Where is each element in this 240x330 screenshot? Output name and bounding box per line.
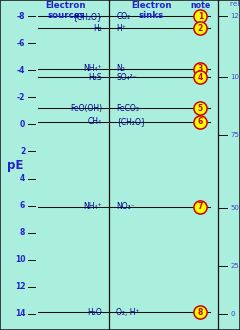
Text: 0: 0 <box>230 311 235 317</box>
Text: NH₄⁺: NH₄⁺ <box>83 202 102 212</box>
Text: rel kJ: rel kJ <box>230 1 240 7</box>
Text: -8: -8 <box>17 12 25 21</box>
Text: 10: 10 <box>15 255 25 264</box>
Text: H₂S: H₂S <box>88 73 102 82</box>
Text: 75: 75 <box>230 132 239 138</box>
Text: pE: pE <box>7 158 24 172</box>
Text: 8: 8 <box>20 228 25 237</box>
Text: -4: -4 <box>17 66 25 75</box>
Text: 6: 6 <box>20 201 25 210</box>
Text: H⁺: H⁺ <box>116 24 126 33</box>
Text: H₂O: H₂O <box>87 308 102 317</box>
Text: FeO(OH): FeO(OH) <box>70 104 102 113</box>
Text: Electron
sinks: Electron sinks <box>131 1 171 20</box>
Text: NH₄⁺: NH₄⁺ <box>83 64 102 74</box>
Text: -6: -6 <box>17 39 25 48</box>
Text: H₂: H₂ <box>93 24 102 33</box>
Text: O₂, H⁺: O₂, H⁺ <box>116 308 140 317</box>
Text: 5: 5 <box>198 104 203 113</box>
Text: CH₄: CH₄ <box>88 117 102 126</box>
Text: 8: 8 <box>198 308 203 317</box>
Text: 125: 125 <box>230 13 240 19</box>
Text: CO₂: CO₂ <box>116 12 131 21</box>
Text: 100: 100 <box>230 74 240 80</box>
Text: 12: 12 <box>15 282 25 291</box>
Text: 2: 2 <box>20 147 25 156</box>
Text: 50: 50 <box>230 205 239 211</box>
Text: FeCO₃: FeCO₃ <box>116 104 139 113</box>
Text: 7: 7 <box>198 202 203 212</box>
Text: -2: -2 <box>17 93 25 102</box>
Text: N₂: N₂ <box>116 64 125 74</box>
Text: 0: 0 <box>20 120 25 129</box>
Text: Electron
sources: Electron sources <box>46 1 86 20</box>
Text: 25: 25 <box>230 263 239 269</box>
Text: 14: 14 <box>15 309 25 318</box>
Text: 6: 6 <box>198 117 203 126</box>
Text: NO₃⁻: NO₃⁻ <box>116 202 135 212</box>
Text: {CH₂O}: {CH₂O} <box>72 12 102 21</box>
Text: SO₄²⁻: SO₄²⁻ <box>116 73 137 82</box>
Text: 1: 1 <box>198 12 203 21</box>
Text: 3: 3 <box>198 64 203 74</box>
Text: 2: 2 <box>198 24 203 33</box>
Text: note: note <box>190 1 210 10</box>
Text: 4: 4 <box>20 174 25 183</box>
Text: 4: 4 <box>198 73 203 82</box>
Text: {CH₂O}: {CH₂O} <box>116 117 146 126</box>
